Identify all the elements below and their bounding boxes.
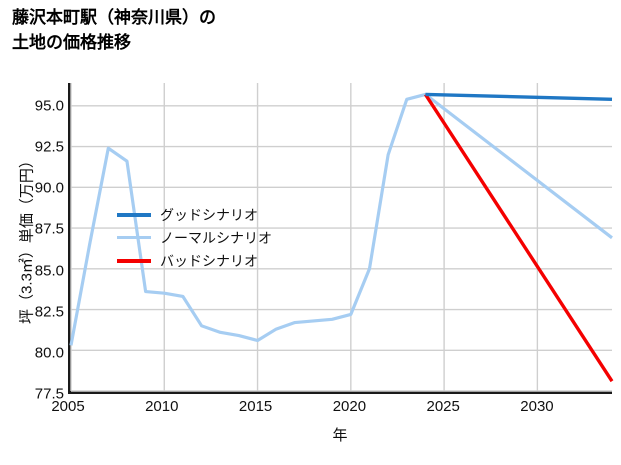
y-tick-label: 87.5 [34,220,64,238]
plot-area [68,83,614,394]
y-tick-label: 92.5 [34,138,64,156]
legend-color-swatch [117,258,151,263]
series-line [424,93,614,383]
legend-item[interactable]: グッドシナリオ [117,203,317,226]
legend-item[interactable]: バッドシナリオ [117,249,317,272]
x-axis-label: 年 [332,427,348,444]
legend-item[interactable]: ノーマルシナリオ [117,226,317,249]
chart-legend: グッドシナリオ ノーマルシナリオ バッドシナリオ [117,203,317,272]
legend-label: ノーマルシナリオ [160,229,272,246]
series-line [69,92,613,346]
x-tick-label: 2020 [332,398,367,415]
series-line [425,92,613,101]
legend-label: バッドシナリオ [160,252,258,269]
y-tick-label: 90.0 [34,179,64,197]
x-tick-label: 2015 [238,398,273,415]
grid-lines [70,83,612,392]
y-tick-label: 95.0 [34,97,64,115]
y-tick-label: 82.5 [34,303,64,321]
x-tick-label: 2010 [145,398,179,415]
legend-label: グッドシナリオ [160,206,258,223]
y-axis-ticks: 77.5 80.0 82.5 85.0 87.5 90.0 92.5 95.0 [0,83,64,403]
legend-color-swatch [117,212,151,217]
y-tick-label: 80.0 [34,344,64,362]
x-tick-label: 2025 [426,398,460,415]
x-tick-label: 2030 [520,398,554,415]
y-tick-label: 77.5 [34,385,64,403]
x-axis-ticks: 2005 2010 2015 2020 2025 2030 [51,398,612,420]
legend-color-swatch [117,236,151,239]
series-lines [69,92,614,383]
page-title: 藤沢本町駅（神奈川県）の 土地の価格推移 [12,8,216,52]
y-tick-label: 85.0 [34,262,64,280]
x-tick-label: 2005 [51,398,85,415]
